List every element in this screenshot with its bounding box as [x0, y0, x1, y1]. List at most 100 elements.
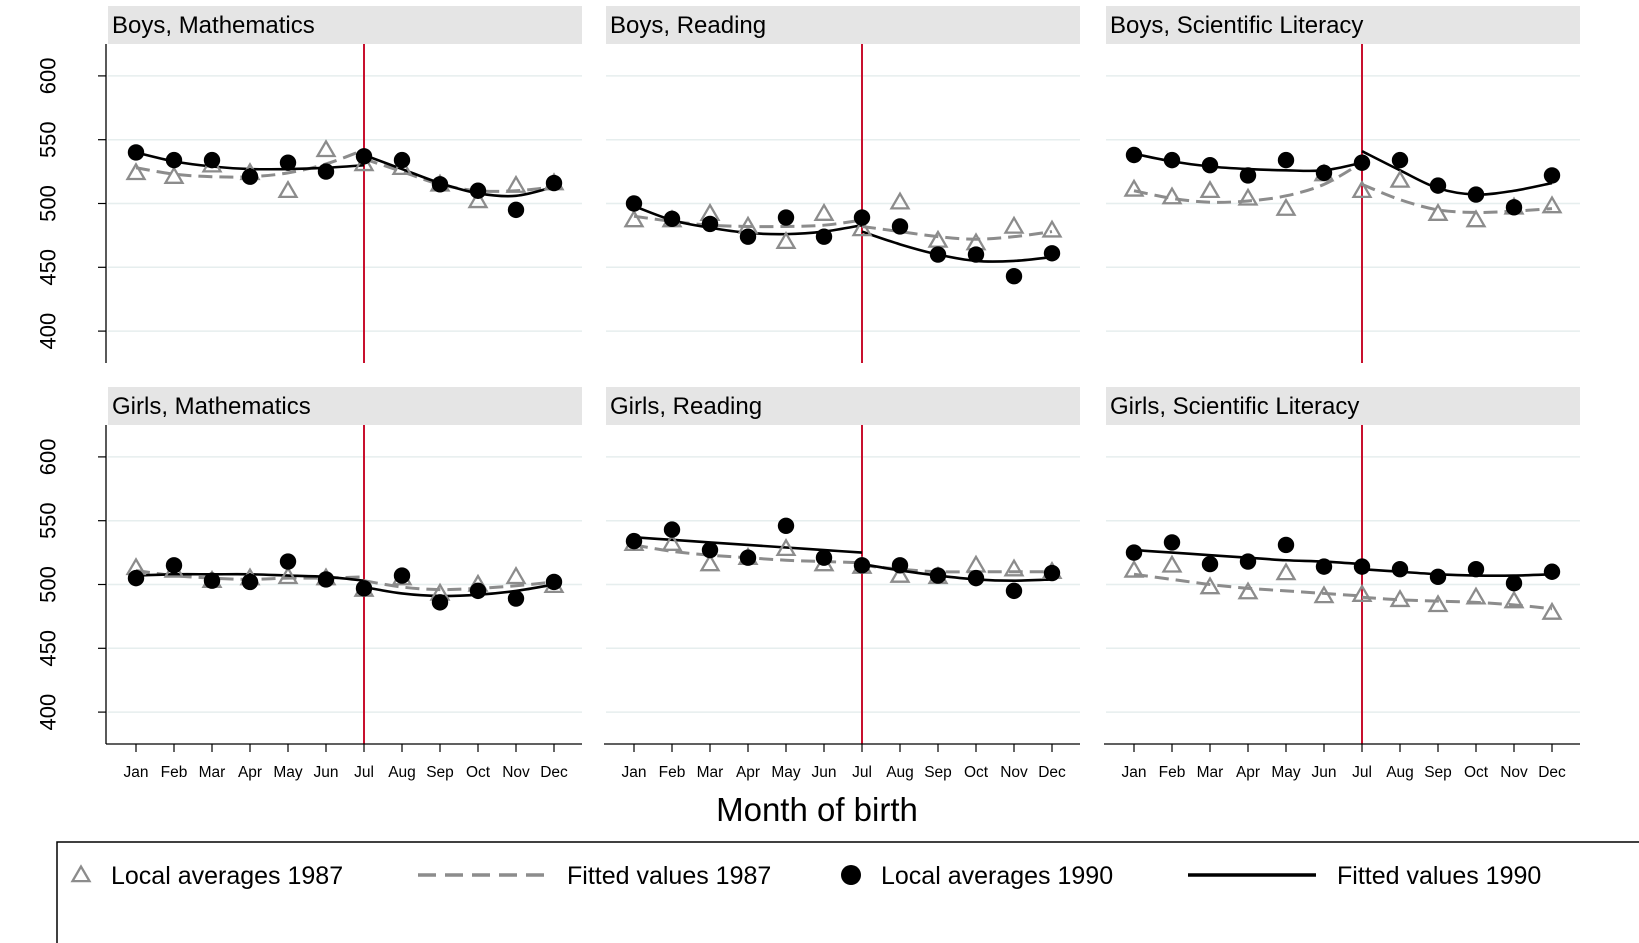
x-tick-label: Dec [540, 764, 568, 781]
local-average-1990-point [1239, 167, 1257, 184]
local-average-1990-point [1005, 582, 1023, 600]
local-average-1990-point [279, 553, 297, 570]
x-tick-label: Feb [1159, 764, 1186, 781]
x-tick-label: Mar [1197, 764, 1224, 781]
local-average-1990-point [891, 218, 909, 235]
panel-strip [108, 387, 582, 425]
x-tick-label: Jul [354, 764, 374, 781]
x-tick-label: Jun [314, 764, 339, 781]
local-average-1990-point [1201, 555, 1219, 573]
local-average-1990-point [625, 532, 643, 550]
local-average-1990-point [545, 174, 563, 192]
local-average-1990-point [1543, 167, 1561, 184]
y-tick-label: 600 [36, 58, 61, 95]
x-tick-label: Jan [124, 764, 149, 781]
local-average-1987-point [965, 554, 987, 573]
x-tick-label: Mar [697, 764, 724, 781]
local-average-1990-point [1125, 544, 1143, 561]
local-average-1987-point [1003, 558, 1025, 577]
local-average-1987-point [1003, 215, 1025, 234]
fitted-1990-line [861, 230, 1053, 263]
local-average-1990-point [507, 590, 525, 607]
x-tick-label: Mar [199, 764, 226, 781]
local-average-1990-point [1429, 568, 1447, 586]
local-average-1987-point [467, 190, 489, 209]
local-average-1990-point [701, 215, 719, 233]
fitted-1990-line [363, 153, 555, 198]
local-average-1990-point [777, 517, 795, 535]
local-average-1990-point [929, 567, 947, 584]
local-average-1990-point [355, 148, 373, 165]
panel-strip [108, 6, 582, 44]
legend-label: Fitted values 1987 [567, 862, 771, 890]
local-average-1990-point [1005, 268, 1023, 285]
local-average-1990-point [853, 209, 871, 226]
local-average-1987-point [1237, 187, 1259, 206]
local-average-1990-point [203, 151, 221, 169]
local-average-1987-point [1351, 583, 1373, 602]
y-tick-label: 600 [36, 439, 61, 476]
local-average-1990-point [469, 182, 487, 199]
local-average-1987-point [1313, 585, 1335, 604]
local-average-1990-point [1315, 164, 1333, 182]
local-average-1987-point [1041, 219, 1063, 238]
local-average-1987-point [661, 532, 683, 551]
x-tick-label: Apr [238, 764, 262, 781]
local-average-1987-point [1503, 590, 1525, 609]
local-average-1990-point [1163, 151, 1181, 169]
panel-title: Boys, Mathematics [112, 12, 315, 39]
local-average-1990-point [127, 144, 145, 161]
local-average-1990-point [967, 569, 985, 587]
panel-title: Boys, Reading [610, 12, 766, 39]
x-tick-label: Oct [1464, 764, 1489, 781]
y-tick-label: 400 [36, 313, 61, 350]
local-average-1987-point [277, 566, 299, 585]
y-tick-label: 450 [36, 630, 61, 667]
y-tick-label: 550 [36, 121, 61, 158]
local-average-1987-point [1351, 179, 1373, 199]
x-tick-label: Feb [659, 764, 686, 781]
x-tick-label: Jun [1312, 764, 1337, 781]
local-average-1990-point [1391, 151, 1409, 169]
local-average-1990-point [663, 210, 681, 228]
x-tick-label: Feb [161, 764, 188, 781]
local-average-1987-point [505, 566, 527, 585]
panel-strip [606, 6, 1080, 44]
legend-label: Local averages 1990 [881, 862, 1113, 890]
local-average-1987-point [1237, 581, 1259, 600]
local-average-1990-point [1353, 154, 1371, 171]
local-average-1990-point [355, 580, 373, 597]
x-tick-label: Sep [924, 764, 952, 781]
fitted-1987-line [1361, 595, 1553, 611]
fitted-1990-line [1361, 150, 1553, 196]
local-average-1990-point [469, 582, 487, 600]
local-average-1987-point [1541, 601, 1563, 620]
fitted-1990-line [363, 583, 555, 598]
x-tick-label: Dec [1038, 764, 1066, 781]
fitted-1987-line [1133, 161, 1363, 204]
local-average-1990-point [165, 151, 183, 169]
filled-circle-icon [841, 865, 861, 885]
local-average-1990-point [815, 549, 833, 566]
local-average-1987-point [775, 230, 797, 250]
x-tick-label: May [1271, 764, 1301, 781]
local-average-1987-point [1389, 589, 1411, 608]
x-tick-label: Nov [1000, 764, 1028, 781]
local-average-1987-point [1465, 586, 1487, 605]
local-average-1987-point [1199, 179, 1221, 199]
local-average-1990-point [1043, 564, 1061, 582]
local-average-1990-point [1353, 558, 1371, 575]
local-average-1987-point [851, 218, 873, 237]
local-average-1990-point [739, 228, 757, 245]
local-average-1990-point [1505, 199, 1523, 216]
legend-label: Fitted values 1990 [1337, 862, 1541, 890]
local-average-1987-point [775, 537, 797, 557]
x-tick-label: Oct [964, 764, 989, 781]
x-tick-label: Jun [812, 764, 837, 781]
x-tick-label: Oct [466, 764, 491, 781]
local-average-1990-point [1277, 151, 1295, 169]
local-average-1987-point [1427, 202, 1449, 221]
local-average-1987-point [813, 202, 835, 221]
local-average-1990-point [1239, 553, 1257, 570]
fitted-1987-line [633, 214, 863, 229]
